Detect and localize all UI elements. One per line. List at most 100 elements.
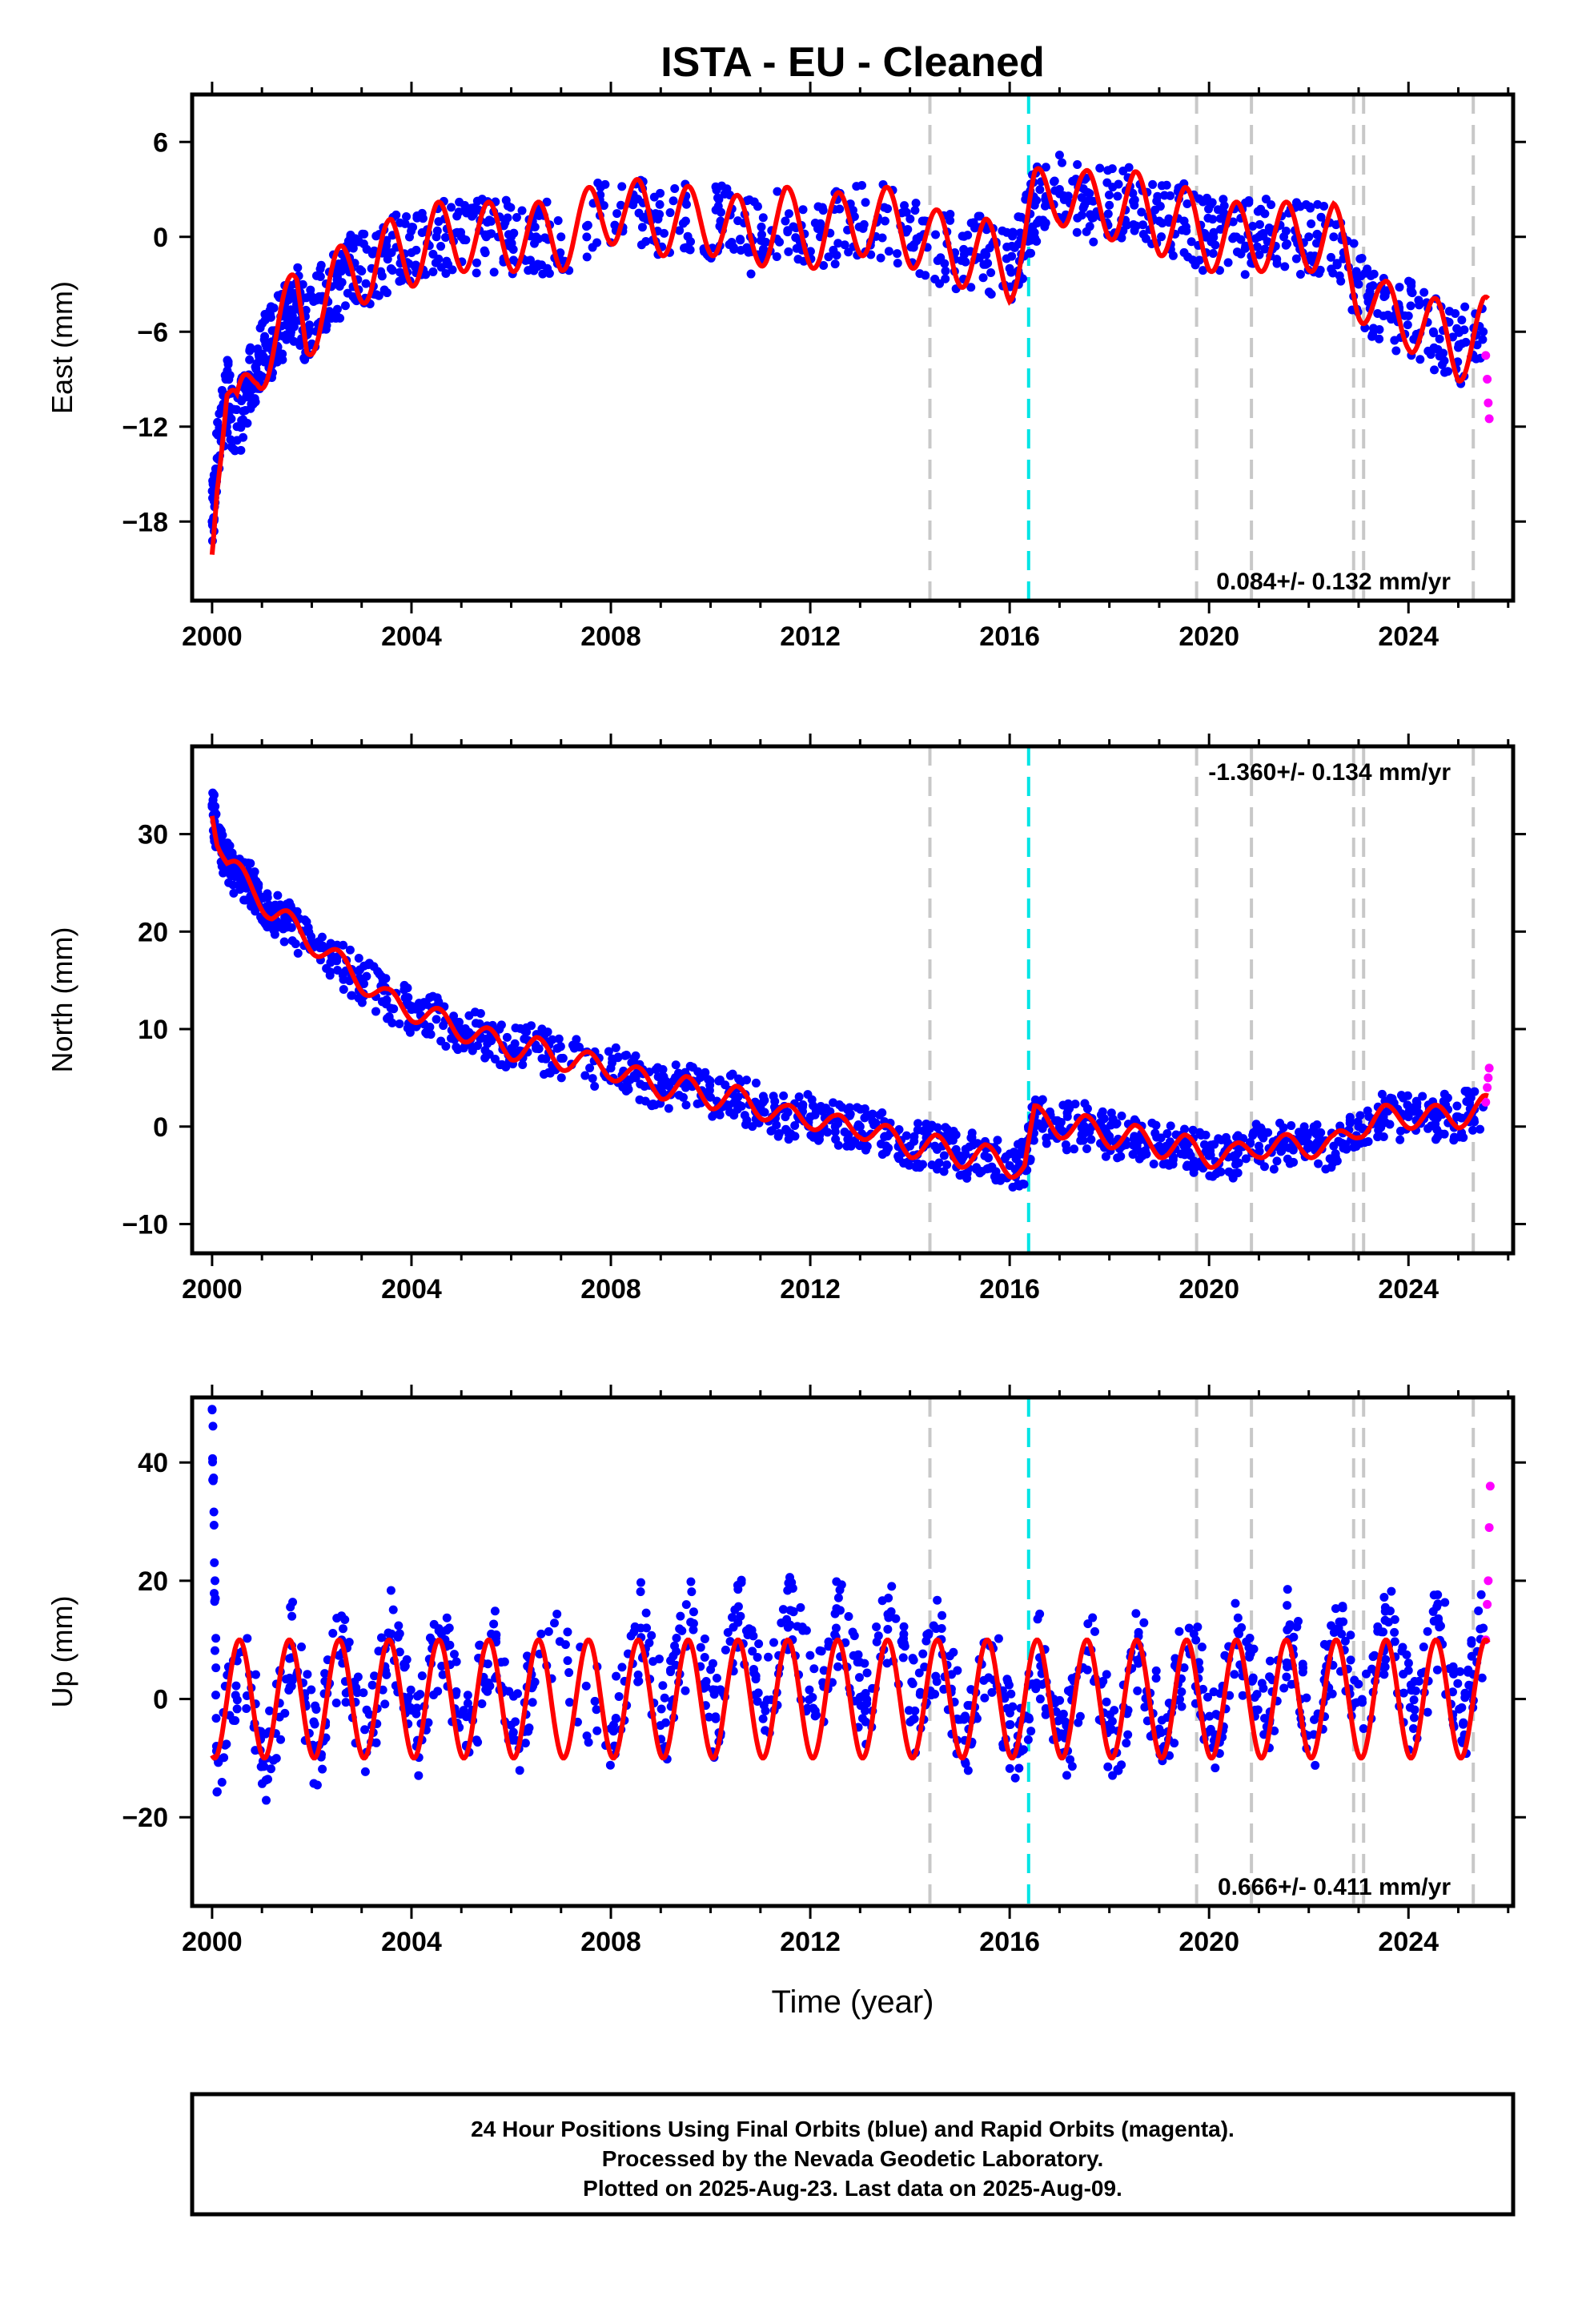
data-point [706,1665,716,1675]
data-point [966,1133,976,1143]
data-point [830,1127,840,1136]
data-point [360,1767,370,1776]
data-point [253,369,263,379]
data-point [378,1685,387,1695]
data-point [689,1618,698,1628]
data-point [243,419,252,428]
data-point [809,1664,819,1674]
data-point [916,1687,926,1697]
data-point [994,1634,1003,1643]
data-point [1241,1154,1251,1164]
data-point [1058,1709,1068,1719]
data-point [1483,1083,1492,1092]
data-point [1191,1635,1201,1645]
data-point [806,1131,816,1140]
data-point [263,923,272,932]
data-point [860,1659,869,1668]
data-point [1346,1655,1355,1665]
data-point [1381,1655,1391,1664]
data-point [1467,1651,1476,1661]
data-point [1170,1739,1179,1748]
data-point [1452,1101,1462,1111]
data-point [911,199,921,208]
data-point [379,285,389,295]
data-point [335,281,344,291]
data-point [1354,1679,1363,1689]
data-point [1211,1763,1220,1773]
data-point [850,1136,860,1146]
data-point [1230,1670,1239,1679]
data-point [1390,1637,1399,1647]
data-point [231,1681,241,1691]
velocity-label: -1.360+/- 0.134 mm/yr [1208,759,1451,786]
data-point [975,211,985,221]
data-point [933,1123,942,1132]
data-point [665,208,675,218]
data-point [1443,1093,1452,1103]
data-point [911,1163,921,1172]
data-point [1074,1718,1083,1727]
data-point [1165,1137,1174,1147]
data-point [1105,1710,1114,1719]
data-point [631,1051,640,1060]
data-point [1231,232,1241,242]
data-point [502,1032,512,1042]
data-point [1158,1160,1168,1169]
data-point [1354,279,1363,289]
data-point [953,1666,962,1675]
data-point [796,1602,805,1612]
data-point [658,1681,668,1691]
plot-frame [190,744,1516,1256]
data-point [359,239,368,249]
data-point [395,276,404,286]
data-point [1385,1606,1395,1616]
data-point [1249,1128,1259,1138]
data-point [1042,1139,1051,1148]
data-point [908,1715,917,1725]
data-point [1007,251,1017,261]
data-point [1279,1683,1289,1693]
data-point [696,1072,705,1082]
up-panel: 2000 2004 2008 2012 2016 2020 2024 40 20 0 −20 Up (… [46,1385,1526,1957]
data-point [636,1578,645,1587]
data-point [461,205,471,215]
data-point [728,1069,737,1079]
data-point [681,1079,691,1088]
data-point [1082,1665,1092,1675]
data-point [997,1173,1006,1183]
data-point [861,1142,871,1152]
data-point [783,1108,793,1117]
data-point [949,1126,958,1136]
data-point [1342,1144,1351,1154]
data-point [975,1168,985,1178]
data-point [778,1605,788,1614]
data-point [672,1647,681,1656]
data-point [833,1593,843,1602]
data-point [837,1580,846,1590]
data-point [1099,1114,1109,1124]
data-point [1272,259,1282,268]
data-point [1283,1585,1292,1594]
data-point [1485,1482,1495,1491]
data-point [700,1652,709,1662]
data-point [610,220,620,230]
data-point [831,1623,841,1633]
data-point [861,198,870,207]
data-point [472,258,481,267]
data-point [442,1613,452,1622]
data-point [422,1029,432,1039]
data-point [1351,1698,1361,1707]
data-point [1263,237,1272,247]
data-point [1364,1112,1374,1121]
data-point [783,226,793,235]
data-point [1179,1663,1189,1673]
data-point [670,184,680,194]
x-tick-label: 2004 [381,1927,442,1957]
data-point [1072,227,1082,237]
data-point [530,1677,540,1687]
data-point [211,802,220,811]
data-point [325,971,335,980]
data-point [1307,219,1316,228]
data-point [1291,254,1301,263]
data-point [1102,1670,1111,1679]
